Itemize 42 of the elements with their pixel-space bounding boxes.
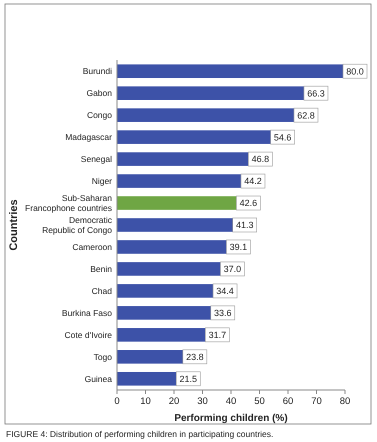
data-label: 42.6 [240, 198, 258, 208]
y-tick-label: Senegal [80, 154, 112, 164]
y-tick-label: Cameroon [72, 242, 112, 252]
x-axis-title: Performing children (%) [174, 413, 288, 424]
data-label: 31.7 [208, 330, 226, 340]
y-tick-label: Niger [92, 176, 112, 186]
x-tick-label: 0 [114, 396, 120, 407]
y-tick-label: Togo [94, 352, 112, 362]
data-label: 46.8 [252, 154, 270, 164]
x-tick-label: 50 [254, 396, 265, 407]
x-tick-label: 60 [282, 396, 294, 407]
data-label: 37.0 [224, 264, 242, 274]
data-label: 44.2 [244, 176, 262, 186]
y-tick-label: Burundi [82, 66, 112, 76]
y-tick-label: Sub-Saharan Francophone countries [25, 193, 112, 213]
data-label: 66.3 [307, 88, 325, 98]
data-label: 41.3 [236, 220, 254, 230]
data-label: 54.6 [274, 132, 292, 142]
y-tick-label: Chad [92, 286, 112, 296]
x-tick-label: 40 [226, 396, 236, 407]
x-tick-label: 70 [311, 396, 322, 407]
caption: FIGURE 4: Distribution of performing children in participating countries. [6, 429, 274, 439]
y-tick-label: Gabon [86, 88, 112, 98]
y-axis-title: Countries [8, 199, 20, 251]
y-tick-label: Madagascar [65, 132, 112, 142]
y-tick-label: Burkina Faso [62, 308, 112, 318]
x-tick-label: 80 [340, 396, 350, 407]
x-tick-label: 20 [168, 396, 180, 407]
y-tick-label: Cote d'Ivoire [64, 330, 112, 340]
y-tick-label: Benin [90, 264, 112, 274]
data-label: 34.4 [216, 286, 234, 296]
data-label: 33.6 [214, 308, 232, 318]
x-tick-label: 10 [140, 396, 151, 407]
y-tick-label: Congo [86, 110, 112, 120]
data-label: 80.0 [346, 66, 364, 76]
data-label: 21.5 [180, 374, 198, 384]
data-label: 23.8 [186, 352, 204, 362]
data-label: 62.8 [297, 110, 315, 120]
x-tick-label: 30 [197, 396, 208, 407]
y-tick-label: Guinea [84, 374, 112, 384]
data-label: 39.1 [230, 242, 248, 252]
y-tick-label: Democratic Republic of Congo [42, 215, 113, 235]
